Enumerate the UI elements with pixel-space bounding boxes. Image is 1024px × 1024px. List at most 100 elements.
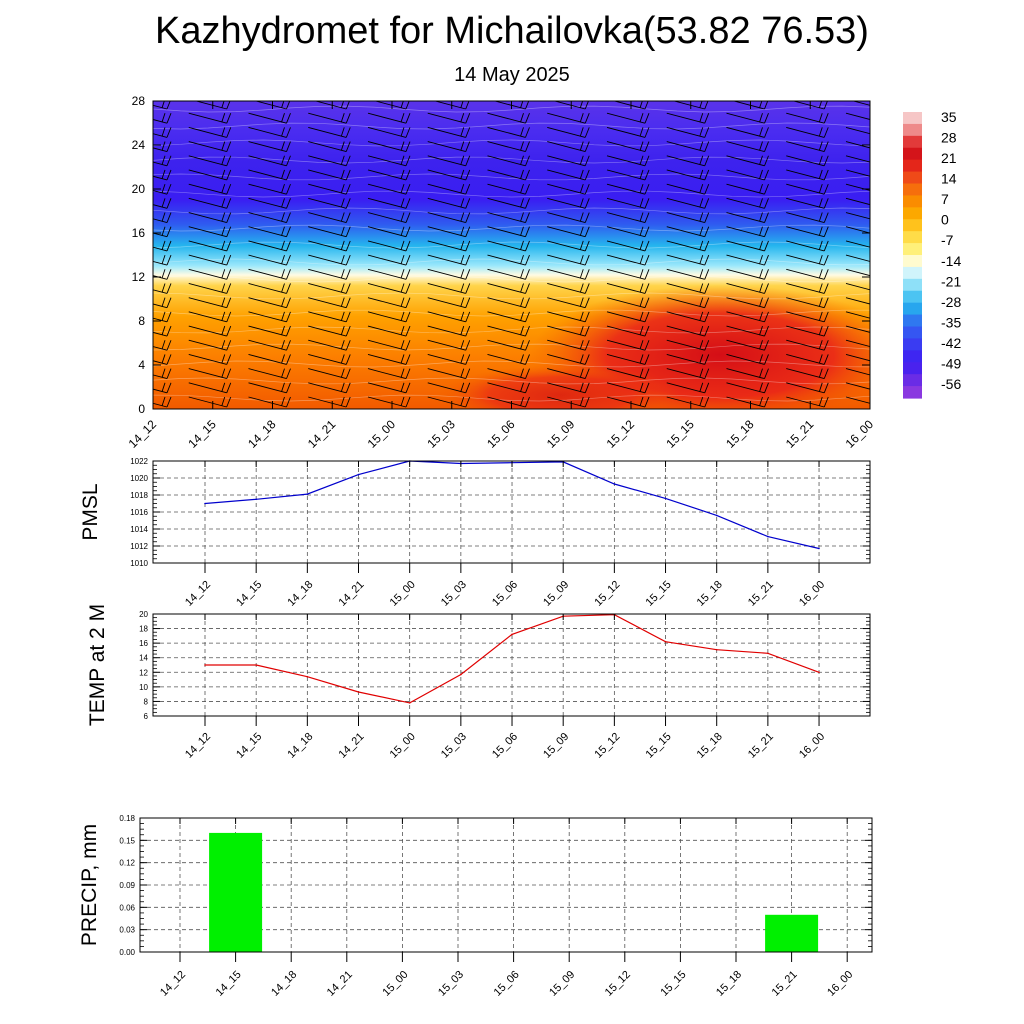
- data-point: [715, 648, 718, 651]
- wind-barb: [153, 340, 172, 351]
- wind-barb: [188, 325, 232, 337]
- heatmap-y-tick-label: 24: [132, 138, 146, 152]
- heatmap-y-tick-label: 12: [132, 270, 146, 284]
- wind-barb: [547, 311, 590, 323]
- contour-line: [153, 292, 870, 300]
- wind-barb: [308, 297, 351, 309]
- wind-barb: [367, 396, 411, 408]
- pmsl-chart: 1010 1012 1014 1016 1018 1020 1022 14_12 14_15 14…: [79, 457, 871, 609]
- page-subtitle: 14 May 2025: [454, 64, 570, 86]
- wind-barb: [308, 325, 351, 337]
- contour-line: [153, 343, 870, 351]
- wind-barb: [726, 368, 769, 380]
- y-axis-label: PRECIP, mm: [78, 824, 101, 946]
- colorbar-segment: [903, 207, 922, 220]
- wind-barb: [427, 112, 471, 124]
- wind-barb: [726, 226, 769, 238]
- wind-barb: [248, 112, 291, 124]
- wind-barb: [547, 112, 590, 124]
- wind-barb: [153, 269, 172, 280]
- wind-barb: [547, 268, 590, 280]
- wind-barb: [248, 339, 291, 351]
- wind-barb: [153, 113, 172, 124]
- wind-barb: [666, 382, 710, 394]
- wind-barb: [606, 112, 650, 124]
- wind-barb: [726, 325, 769, 337]
- wind-barb: [487, 126, 530, 138]
- colorbar-segment: [903, 350, 922, 363]
- wind-barb: [487, 155, 530, 167]
- wind-barb: [786, 197, 829, 209]
- wind-barb: [547, 353, 590, 365]
- wind-barb: [308, 126, 351, 138]
- wind-barb: [547, 155, 590, 167]
- x-tick-label: 14_15: [214, 969, 244, 999]
- x-tick-label: 15_06: [492, 969, 522, 999]
- wind-barb: [786, 240, 829, 252]
- wind-barb: [153, 354, 172, 365]
- wind-barb: [308, 155, 351, 167]
- heatmap-x-tick-label: 14_12: [126, 417, 160, 451]
- wind-barb: [367, 297, 411, 309]
- wind-barb: [547, 226, 590, 238]
- wind-barb: [666, 339, 710, 351]
- wind-barb: [487, 240, 530, 252]
- wind-barb: [153, 382, 172, 394]
- wind-barb: [308, 212, 351, 223]
- wind-barb: [427, 396, 471, 408]
- x-tick-label: 15_09: [547, 969, 577, 999]
- wind-barb: [188, 169, 232, 181]
- wind-barb: [726, 297, 769, 309]
- wind-barb: [367, 382, 411, 394]
- panel-frame: [152, 613, 871, 717]
- heatmap-x-tick-label: 15_03: [424, 417, 458, 451]
- wind-barb: [153, 311, 172, 323]
- wind-barb: [547, 325, 590, 337]
- wind-barb: [367, 212, 411, 223]
- wind-barb: [786, 368, 829, 380]
- wind-barb: [845, 325, 870, 333]
- colorbar-label: -7: [941, 232, 954, 248]
- wind-barb: [666, 297, 710, 309]
- wind-barb: [845, 396, 870, 404]
- wind-barb: [666, 155, 710, 167]
- colorbar-segment: [903, 302, 922, 316]
- wind-barb: [487, 212, 530, 223]
- wind-barb: [666, 141, 710, 153]
- wind-barb: [367, 268, 411, 280]
- x-tick-label: 15_12: [592, 579, 622, 609]
- wind-barb: [732, 101, 769, 110]
- contour-line: [153, 190, 870, 198]
- y-tick-label: 8: [144, 697, 149, 706]
- y-tick-label: 0.15: [119, 836, 135, 845]
- wind-barb: [194, 101, 231, 110]
- wind-barb: [786, 311, 829, 323]
- x-tick-label: 15_00: [388, 731, 418, 761]
- contour-line: [153, 241, 870, 249]
- wind-barb: [726, 339, 769, 351]
- wind-barb: [367, 141, 411, 153]
- wind-barb: [188, 297, 232, 309]
- heatmap-y-tick-label: 8: [138, 314, 145, 328]
- data-point: [357, 691, 360, 693]
- wind-barb: [547, 212, 590, 223]
- wind-barb: [427, 283, 471, 294]
- heatmap-x-tick-label: 15_18: [723, 417, 757, 451]
- wind-barb: [786, 254, 829, 266]
- contour-line: [153, 139, 870, 147]
- heatmap-y-axis: 0 4 8 12 16 20 24 28: [132, 94, 870, 416]
- wind-barb: [786, 226, 829, 238]
- wind-barb: [427, 325, 471, 337]
- wind-barb: [786, 141, 829, 153]
- wind-barb: [248, 169, 291, 181]
- wind-barb: [427, 368, 471, 380]
- wind-barb: [606, 226, 650, 238]
- wind-barb: [487, 325, 530, 337]
- wind-barb: [666, 183, 710, 195]
- data-point: [613, 483, 616, 485]
- wind-barb: [666, 283, 710, 294]
- wind-barb: [153, 396, 172, 408]
- x-tick-label: 15_21: [746, 579, 776, 609]
- wind-barb: [153, 283, 172, 294]
- x-tick-label: 14_12: [183, 579, 213, 609]
